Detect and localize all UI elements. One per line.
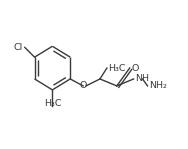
Text: H₃C: H₃C	[44, 99, 61, 108]
Text: Cl: Cl	[14, 43, 23, 52]
Text: O: O	[132, 64, 139, 73]
Text: H₃C: H₃C	[108, 64, 125, 73]
Text: NH: NH	[136, 74, 150, 83]
Text: O: O	[79, 81, 87, 90]
Text: NH₂: NH₂	[149, 81, 167, 90]
